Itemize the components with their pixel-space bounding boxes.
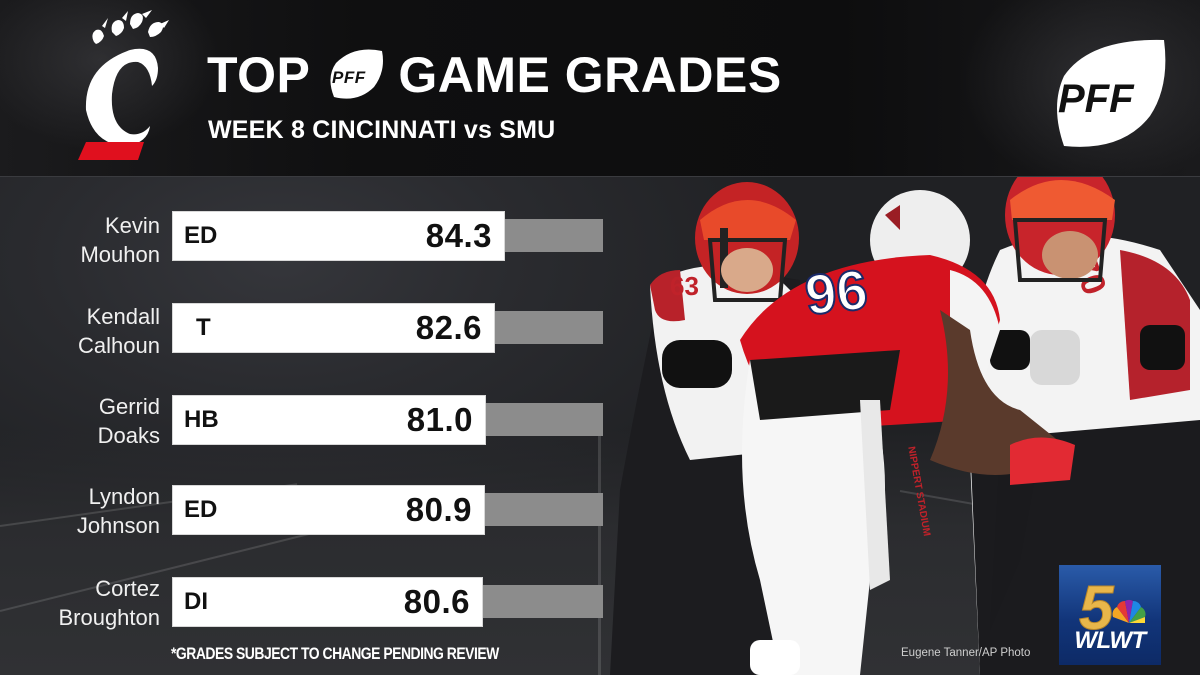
grade-row-4: Lyndon Johnson ED 80.9: [0, 482, 620, 545]
subtitle: WEEK 8 CINCINNATI vs SMU: [208, 116, 556, 144]
grade-bar: ED 80.9: [172, 485, 485, 535]
grade-value: 82.6: [415, 309, 482, 346]
position-label: T: [196, 314, 211, 341]
pff-logo-icon: PFF: [1057, 39, 1166, 147]
player-first-name: Kevin: [104, 213, 160, 238]
position-label: DI: [184, 588, 208, 615]
grade-bar: ED 84.3: [172, 211, 505, 261]
svg-text:5: 5: [1079, 574, 1115, 643]
player-first-name: Gerrid: [98, 394, 160, 419]
player-right: 70: [968, 160, 1200, 675]
grade-row-3: Gerrid Doaks HB 81.0: [0, 392, 620, 455]
page-title: TOP PFF GAME GRADES: [207, 44, 782, 106]
player-first-name: Kendall: [86, 304, 160, 329]
svg-text:PFF: PFF: [332, 68, 366, 87]
pff-inline-logo-icon: PFF: [330, 49, 384, 99]
grade-bar: T 82.6: [172, 303, 495, 353]
player-name: Kevin Mouhon: [0, 211, 160, 269]
player-name: Gerrid Doaks: [0, 392, 160, 450]
svg-text:NIPPERT STADIUM: NIPPERT STADIUM: [905, 446, 932, 537]
player-last-name: Johnson: [76, 513, 160, 538]
title-top: TOP: [207, 47, 311, 103]
svg-text:63: 63: [670, 271, 699, 301]
nbc-peacock-5-icon: 5: [1079, 574, 1146, 644]
grades-disclaimer: *GRADES SUBJECT TO CHANGE PENDING REVIEW: [171, 644, 499, 663]
field-sideline: [598, 430, 601, 675]
player-name: Kendall Calhoun: [0, 302, 160, 360]
title-game-grades: GAME GRADES: [398, 47, 782, 103]
grade-row-1: Kevin Mouhon ED 84.3: [0, 211, 620, 271]
grade-value: 81.0: [406, 401, 473, 438]
player-last-name: Calhoun: [78, 333, 160, 358]
wlwt-call-sign: WLWT: [1074, 627, 1146, 654]
player-last-name: Broughton: [58, 605, 160, 630]
position-label: ED: [184, 496, 218, 523]
player-first-name: Lyndon: [88, 484, 160, 509]
wlwt-logo: 5 WLWT: [1059, 565, 1161, 665]
grade-row-5: Cortez Broughton DI 80.6: [0, 574, 620, 637]
grade-value: 84.3: [425, 217, 492, 254]
cincinnati-logo-icon: [78, 10, 169, 160]
player-last-name: Mouhon: [80, 242, 160, 267]
player-last-name: Doaks: [97, 423, 160, 448]
svg-text:96: 96: [802, 257, 871, 326]
grade-value: 80.6: [403, 583, 470, 620]
player-name: Cortez Broughton: [0, 574, 160, 632]
header-banner: TOP PFF GAME GRADES WEEK 8 CINCINNATI vs…: [0, 0, 1200, 177]
svg-text:PFF: PFF: [1058, 77, 1135, 121]
red-bar-accent: [78, 142, 144, 160]
photo-credit: Eugene Tanner/AP Photo: [901, 647, 1031, 659]
grade-value: 80.9: [405, 491, 472, 528]
player-name: Lyndon Johnson: [0, 482, 160, 540]
position-label: ED: [184, 222, 218, 249]
grade-bar: HB 81.0: [172, 395, 486, 445]
position-label: HB: [184, 406, 219, 433]
action-photo: 63 70 96: [610, 160, 1200, 675]
grade-row-2: Kendall Calhoun T 82.6: [0, 303, 620, 363]
player-first-name: Cortez: [95, 576, 160, 601]
grade-bar: DI 80.6: [172, 577, 483, 627]
